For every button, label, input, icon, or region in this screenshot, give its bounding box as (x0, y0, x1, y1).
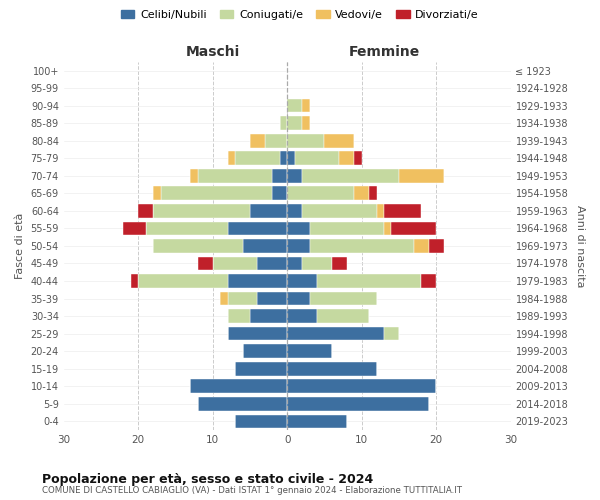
Bar (287, 116, 302, 130)
Bar (287, 134, 325, 147)
Bar (310, 292, 377, 306)
Bar (153, 239, 242, 253)
Bar (190, 169, 198, 182)
Bar (227, 274, 287, 288)
Bar (257, 292, 287, 306)
Bar (302, 116, 310, 130)
Bar (287, 169, 302, 182)
Y-axis label: Anni di nascita: Anni di nascita (575, 204, 585, 287)
Bar (354, 152, 362, 165)
Bar (384, 327, 399, 340)
Bar (287, 99, 302, 112)
Bar (190, 380, 287, 393)
Bar (399, 169, 443, 182)
Bar (287, 256, 302, 270)
Bar (295, 152, 340, 165)
Bar (198, 397, 287, 410)
Bar (235, 362, 287, 376)
Bar (302, 99, 310, 112)
Bar (131, 274, 138, 288)
Bar (227, 310, 250, 323)
Bar (287, 397, 428, 410)
Bar (302, 169, 399, 182)
Y-axis label: Fasce di età: Fasce di età (15, 213, 25, 279)
Bar (369, 186, 377, 200)
Bar (317, 310, 369, 323)
Bar (227, 292, 257, 306)
Bar (220, 292, 227, 306)
Bar (153, 186, 161, 200)
Bar (310, 222, 384, 235)
Bar (124, 222, 146, 235)
Bar (310, 239, 414, 253)
Bar (280, 152, 287, 165)
Legend: Celibi/Nubili, Coniugati/e, Vedovi/e, Divorziati/e: Celibi/Nubili, Coniugati/e, Vedovi/e, Di… (117, 6, 483, 25)
Bar (377, 204, 384, 218)
Bar (302, 204, 377, 218)
Bar (317, 274, 421, 288)
Bar (161, 186, 272, 200)
Bar (235, 414, 287, 428)
Bar (287, 380, 436, 393)
Bar (325, 134, 354, 147)
Bar (302, 256, 332, 270)
Bar (250, 204, 287, 218)
Text: COMUNE DI CASTELLO CABIAGLIO (VA) - Dati ISTAT 1° gennaio 2024 - Elaborazione TU: COMUNE DI CASTELLO CABIAGLIO (VA) - Dati… (42, 486, 462, 495)
Bar (235, 152, 280, 165)
Bar (265, 134, 287, 147)
Bar (227, 152, 235, 165)
Bar (287, 186, 354, 200)
Text: Popolazione per età, sesso e stato civile - 2024: Popolazione per età, sesso e stato civil… (42, 472, 373, 486)
Text: Femmine: Femmine (349, 45, 419, 59)
Bar (332, 256, 347, 270)
Bar (287, 204, 302, 218)
Bar (421, 274, 436, 288)
Bar (354, 186, 369, 200)
Bar (250, 134, 265, 147)
Bar (227, 222, 287, 235)
Bar (250, 310, 287, 323)
Text: Maschi: Maschi (185, 45, 240, 59)
Bar (287, 152, 295, 165)
Bar (414, 239, 428, 253)
Bar (287, 414, 347, 428)
Bar (287, 239, 310, 253)
Bar (242, 239, 287, 253)
Bar (257, 256, 287, 270)
Bar (287, 362, 377, 376)
Bar (138, 204, 153, 218)
Bar (213, 256, 257, 270)
Bar (227, 327, 287, 340)
Bar (198, 256, 213, 270)
Bar (272, 186, 287, 200)
Bar (391, 222, 436, 235)
Bar (272, 169, 287, 182)
Bar (198, 169, 272, 182)
Bar (287, 292, 310, 306)
Bar (384, 222, 391, 235)
Bar (287, 222, 310, 235)
Bar (287, 274, 317, 288)
Bar (287, 344, 332, 358)
Bar (287, 327, 384, 340)
Bar (153, 204, 250, 218)
Bar (138, 274, 227, 288)
Bar (340, 152, 354, 165)
Bar (242, 344, 287, 358)
Bar (384, 204, 421, 218)
Bar (146, 222, 227, 235)
Bar (287, 310, 317, 323)
Bar (428, 239, 443, 253)
Bar (280, 116, 287, 130)
